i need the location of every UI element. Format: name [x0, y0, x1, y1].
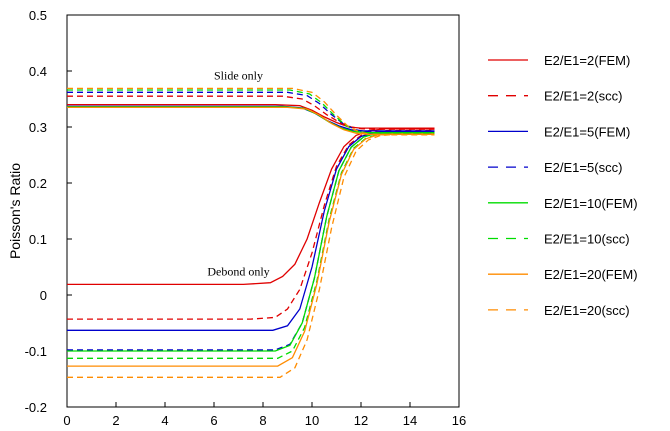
axes: 0 2 4 6 8 10 12 14 16 -0.2 -0.1 0 0.1 0.2 0.3 0.4 0.5	[25, 8, 467, 428]
legend-entry-label: E2/E1=5(FEM)	[544, 124, 630, 139]
series-line-slide-e2-e1-5-scc-	[67, 91, 435, 134]
y-tick-label: -0.1	[25, 344, 47, 359]
x-tick-label: 4	[161, 413, 168, 428]
x-tick-label: 8	[259, 413, 266, 428]
series-line-debond-e2-e1-5-scc-	[67, 131, 435, 351]
series-line-debond-e2-e1-20-scc-	[67, 133, 435, 378]
legend-entry-label: E2/E1=5(scc)	[544, 160, 622, 175]
y-tick-label: 0.1	[29, 232, 47, 247]
annotation-label: Slide only	[214, 68, 263, 82]
legend-entry-label: E2/E1=20(scc)	[544, 303, 630, 318]
y-tick-label: 0	[40, 288, 47, 303]
series-line-slide-e2-e1-5-fem-	[67, 105, 435, 132]
y-axis-label: Poisson's Ratio	[7, 163, 23, 259]
y-tick-label: 0.4	[29, 64, 47, 79]
series-line-debond-e2-e1-20-fem-	[67, 133, 435, 367]
annotation-label: Debond only	[207, 264, 269, 278]
legend: E2/E1=2(FEM) E2/E1=2(scc) E2/E1=5(FEM) E2/E…	[488, 53, 638, 318]
y-tick-label: 0.2	[29, 176, 47, 191]
x-tick-label: 16	[452, 413, 466, 428]
x-tick-label: 6	[210, 413, 217, 428]
series-line-debond-e2-e1-2-fem-	[67, 128, 435, 286]
x-tick-label: 12	[354, 413, 368, 428]
series-line-slide-e2-e1-2-scc-	[67, 95, 435, 130]
series-line-debond-e2-e1-5-fem-	[67, 130, 435, 331]
series-line-debond-e2-e1-2-scc-	[67, 129, 435, 320]
series-line-debond-e2-e1-10-scc-	[67, 133, 435, 359]
x-tick-label: 10	[305, 413, 319, 428]
legend-entry-label: E2/E1=2(FEM)	[544, 53, 630, 68]
legend-entry-label: E2/E1=2(scc)	[544, 89, 622, 104]
y-tick-label: 0.3	[29, 120, 47, 135]
annotations: Slide only Debond only	[207, 68, 269, 278]
legend-entry-label: E2/E1=20(FEM)	[544, 267, 638, 282]
series-line-slide-e2-e1-2-fem-	[67, 103, 435, 129]
x-tick-label: 2	[112, 413, 119, 428]
legend-entry-label: E2/E1=10(FEM)	[544, 196, 638, 211]
y-tick-label: 0.5	[29, 8, 47, 23]
series-layer	[67, 87, 435, 378]
x-tick-label: 0	[63, 413, 70, 428]
series-line-debond-e2-e1-10-fem-	[67, 131, 435, 352]
legend-entry-label: E2/E1=10(scc)	[544, 232, 630, 247]
y-tick-label: -0.2	[25, 400, 47, 415]
x-tick-label: 14	[403, 413, 417, 428]
